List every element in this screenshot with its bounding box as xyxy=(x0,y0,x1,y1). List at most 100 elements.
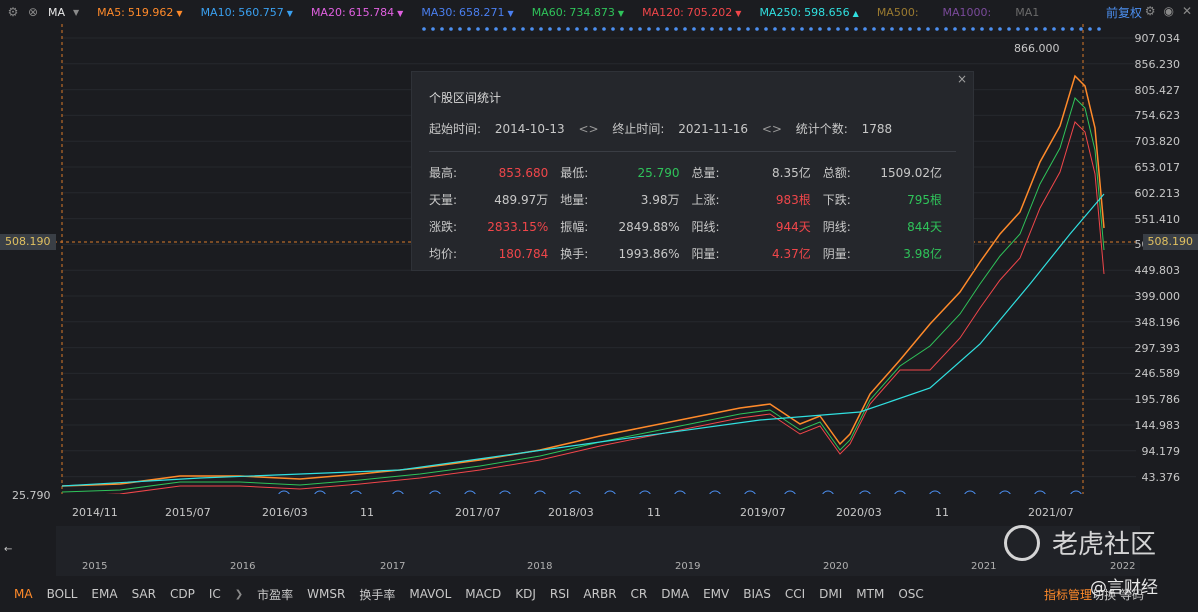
stat-value: 180.784 xyxy=(498,247,549,261)
ma-label: MA120: xyxy=(642,5,684,19)
event-marker xyxy=(467,27,471,31)
date-axis: 2014/11 2015/07 2016/03 11 2017/07 2018/03 11 2… xyxy=(0,504,1140,522)
tab-cci[interactable]: CCI xyxy=(784,587,806,601)
event-marker xyxy=(566,27,570,31)
event-marker xyxy=(728,27,732,31)
event-marker xyxy=(701,27,705,31)
end-adjust-icon[interactable]: <> xyxy=(761,122,782,136)
stat-value: 1993.86% xyxy=(618,247,680,261)
overview-year: 2015 xyxy=(82,561,108,572)
settings-icon[interactable]: ⚙ xyxy=(1144,4,1156,18)
close-icon[interactable]: ✕ xyxy=(1181,4,1192,18)
tab-macd[interactable]: MACD xyxy=(465,587,502,601)
event-marker xyxy=(872,27,876,31)
ma-number: 658.271 xyxy=(459,5,505,19)
event-marker xyxy=(512,27,516,31)
overview-year: 2018 xyxy=(527,561,553,572)
tab-rsi[interactable]: RSI xyxy=(549,587,570,601)
tab-cdp[interactable]: CDP xyxy=(169,587,195,601)
price-tick: 907.034 xyxy=(1134,32,1181,45)
event-marker xyxy=(926,27,930,31)
event-marker xyxy=(692,27,696,31)
tab-mtm[interactable]: MTM xyxy=(856,587,885,601)
event-marker xyxy=(1043,27,1047,31)
indicator-name[interactable]: MA xyxy=(48,5,66,19)
tab-emv[interactable]: EMV xyxy=(703,587,730,601)
event-marker xyxy=(1061,27,1065,31)
event-marker xyxy=(917,27,921,31)
tab-ic[interactable]: IC xyxy=(208,587,221,601)
divider xyxy=(429,151,956,152)
tab-arbr[interactable]: ARBR xyxy=(583,587,617,601)
close-icon[interactable]: × xyxy=(956,72,967,86)
stat-value: 983根 xyxy=(775,193,811,207)
date-tick: 2015/07 xyxy=(165,506,211,519)
indicator-manager-button[interactable]: 指标管理 xyxy=(1043,587,1092,602)
event-marker xyxy=(971,27,975,31)
eye-icon[interactable]: ◉ xyxy=(1163,4,1174,18)
event-marker xyxy=(476,27,480,31)
start-adjust-icon[interactable]: <> xyxy=(578,122,599,136)
tab-osc[interactable]: OSC xyxy=(898,587,924,601)
ex-dividend-icon xyxy=(604,490,616,494)
stat-value: 25.790 xyxy=(637,166,680,180)
chevron-down-icon[interactable]: ▼ xyxy=(73,7,80,17)
stat-key: 涨跌: xyxy=(429,220,458,234)
event-marker xyxy=(755,27,759,31)
event-marker xyxy=(638,27,642,31)
event-marker xyxy=(1079,27,1083,31)
tab-dma[interactable]: DMA xyxy=(661,587,690,601)
overview-year: 2016 xyxy=(230,561,256,572)
event-marker xyxy=(890,27,894,31)
tab-ema[interactable]: EMA xyxy=(91,587,118,601)
start-date[interactable]: 2014-10-13 xyxy=(494,122,565,136)
tab-bias[interactable]: BIAS xyxy=(743,587,771,601)
tab-dmi[interactable]: DMI xyxy=(819,587,843,601)
event-marker xyxy=(746,27,750,31)
stat-key: 总额: xyxy=(822,166,851,180)
chevron-right-icon[interactable]: ❯ xyxy=(234,588,244,600)
stat-value: 2833.15% xyxy=(487,220,549,234)
nav-left-icon[interactable]: ← xyxy=(4,544,13,555)
settings-icon[interactable]: ⚙ xyxy=(7,5,19,19)
adjust-mode-button[interactable]: 前复权 xyxy=(1105,6,1142,20)
ma-number: 705.202 xyxy=(686,5,733,19)
event-marker xyxy=(1097,27,1101,31)
date-tick: 2014/11 xyxy=(72,506,118,519)
tab-kdj[interactable]: KDJ xyxy=(515,587,536,601)
trend-arrow-icon: ▼ xyxy=(397,8,404,18)
indicator-tabs: MA BOLL EMA SAR CDP IC ❯ 市盈率 WMSR 换手率 MAVOL MACD KDJ… xyxy=(0,582,1198,606)
stat-cell: 振幅: 2849.88% xyxy=(560,216,691,243)
tab-ma[interactable]: MA xyxy=(14,587,33,601)
stats-row: 天量: 489.97万 地量: 3.98万 上涨: 983根 下跌: 795根 xyxy=(429,189,954,216)
overview-year: 2019 xyxy=(675,561,701,572)
ex-dividend-icon xyxy=(350,490,362,494)
tab-换手率[interactable]: 换手率 xyxy=(359,587,396,602)
close-icon[interactable]: ⊗ xyxy=(27,5,39,19)
ma-value-2: MA20: 615.784 ▼ xyxy=(311,6,403,19)
price-tick: 348.196 xyxy=(1134,315,1181,329)
overview-navigator[interactable]: ← 2015 2016 2017 2018 2019 2020 2021 2022 xyxy=(4,526,1140,576)
end-date[interactable]: 2021-11-16 xyxy=(678,122,749,136)
tab-市盈率[interactable]: 市盈率 xyxy=(257,587,294,602)
stat-key: 上涨: xyxy=(691,193,720,207)
tiger-logo-icon xyxy=(1004,524,1040,561)
overview-year: 2021 xyxy=(971,561,997,572)
price-tick: 703.820 xyxy=(1134,135,1181,149)
event-marker xyxy=(683,27,687,31)
ex-dividend-icon xyxy=(784,490,796,494)
date-tick: 11 xyxy=(935,506,949,519)
tab-mavol[interactable]: MAVOL xyxy=(409,587,452,601)
tab-cr[interactable]: CR xyxy=(630,587,648,601)
tab-wmsr[interactable]: WMSR xyxy=(307,587,346,601)
count-value: 1788 xyxy=(861,122,893,136)
tab-boll[interactable]: BOLL xyxy=(46,587,78,601)
stat-key: 地量: xyxy=(560,193,589,207)
stat-key: 最高: xyxy=(429,166,458,180)
event-marker xyxy=(980,27,984,31)
indicator-toolbar: ⚙ ⊗ MA ▼ MA5: 519.962 ▼ MA10: 560.757 ▼ MA20: 6… xyxy=(0,0,1198,24)
ma60-line xyxy=(61,97,1105,493)
switch-button[interactable]: 切换 等码 xyxy=(1092,587,1144,602)
tab-sar[interactable]: SAR xyxy=(131,587,156,601)
price-tag-right: 508.190 xyxy=(1142,234,1198,250)
